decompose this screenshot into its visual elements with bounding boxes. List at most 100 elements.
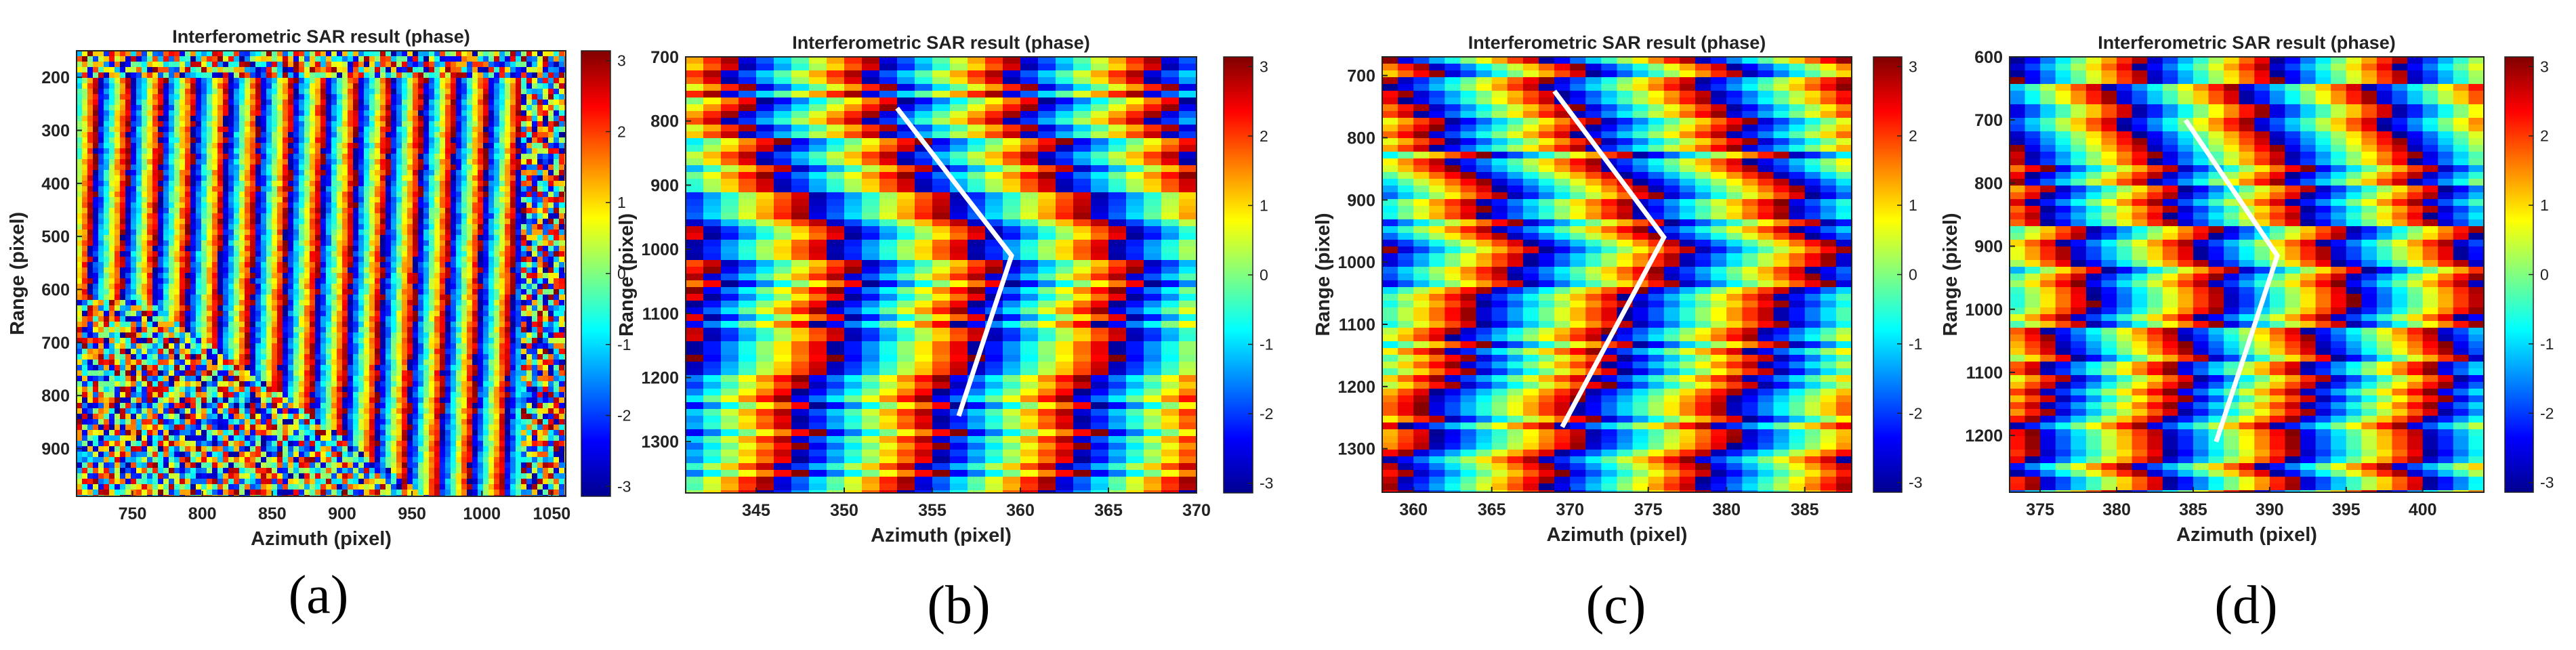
phase-cell	[212, 62, 218, 68]
phase-cell	[510, 257, 516, 263]
phase-cell	[98, 67, 104, 73]
phase-cell	[288, 137, 294, 144]
phase-cell	[499, 62, 505, 68]
phase-cell	[223, 165, 229, 171]
phase-cell	[185, 343, 191, 349]
phase-cell	[499, 116, 505, 122]
phase-cell	[234, 235, 240, 241]
phase-cell	[207, 240, 213, 246]
phase-cell	[353, 235, 359, 241]
phase-cell	[239, 170, 245, 176]
phase-cell	[348, 202, 354, 209]
phase-cell	[185, 202, 191, 209]
phase-cell	[532, 56, 538, 62]
phase-cell	[115, 267, 121, 274]
phase-cell	[445, 262, 451, 268]
phase-cell	[407, 240, 413, 246]
phase-cell	[320, 257, 327, 263]
phase-cell	[516, 219, 522, 225]
phase-cell	[250, 148, 256, 154]
phase-cell	[364, 343, 370, 349]
phase-cell	[239, 273, 245, 279]
phase-cell	[82, 89, 88, 95]
phase-cell	[418, 273, 424, 279]
phase-cell	[516, 267, 522, 274]
phase-cell	[375, 143, 381, 149]
phase-cell	[423, 132, 430, 138]
phase-cell	[543, 127, 549, 133]
phase-cell	[445, 311, 451, 317]
phase-cell	[532, 197, 538, 203]
phase-cell	[250, 295, 256, 301]
phase-cell	[483, 295, 489, 301]
phase-cell	[537, 154, 543, 160]
phase-cell	[554, 89, 560, 95]
phase-cell	[185, 137, 191, 144]
phase-cell	[369, 165, 375, 171]
phase-cell	[456, 224, 462, 230]
phase-cell	[169, 62, 175, 68]
phase-cell	[559, 192, 565, 198]
phase-cell	[212, 316, 218, 322]
phase-cell	[315, 311, 321, 317]
phase-cell	[77, 67, 83, 73]
phase-cell	[342, 224, 348, 230]
phase-cell	[245, 311, 251, 317]
phase-cell	[196, 137, 202, 144]
phase-cell	[201, 311, 207, 317]
phase-cell	[158, 240, 164, 246]
phase-cell	[537, 327, 543, 333]
phase-cell	[375, 202, 381, 209]
phase-cell	[255, 137, 262, 144]
phase-cell	[310, 267, 316, 274]
phase-cell	[77, 278, 83, 284]
phase-cell	[380, 94, 386, 100]
phase-cell	[272, 267, 278, 274]
phase-cell	[169, 305, 175, 311]
phase-cell	[239, 148, 245, 154]
phase-cell	[196, 322, 202, 328]
phase-cell	[104, 170, 110, 176]
phase-cell	[342, 251, 348, 257]
phase-cell	[505, 110, 511, 116]
phase-cell	[380, 132, 386, 138]
phase-cell	[396, 251, 402, 257]
phase-cell	[413, 72, 419, 79]
phase-cell	[125, 202, 131, 209]
phase-cell	[104, 89, 110, 95]
phase-cell	[185, 230, 191, 236]
phase-cell	[169, 105, 175, 111]
phase-cell	[554, 278, 560, 284]
phase-cell	[104, 159, 110, 165]
phase-cell	[217, 110, 224, 116]
phase-cell	[136, 148, 142, 154]
phase-cell	[196, 251, 202, 257]
phase-cell	[158, 181, 164, 187]
phase-cell	[526, 67, 533, 73]
phase-cell	[120, 338, 126, 344]
phase-cell	[109, 78, 115, 84]
phase-cell	[109, 175, 115, 181]
phase-cell	[532, 94, 538, 100]
phase-cell	[120, 89, 126, 95]
phase-cell	[391, 51, 397, 57]
phase-cell	[239, 257, 245, 263]
phase-cell	[342, 273, 348, 279]
phase-cell	[489, 94, 495, 100]
phase-cell	[472, 251, 478, 257]
phase-cell	[125, 116, 131, 122]
phase-cell	[537, 89, 543, 95]
phase-cell	[93, 186, 99, 192]
phase-cell	[245, 192, 251, 198]
phase-cell	[196, 51, 202, 57]
phase-cell	[136, 170, 142, 176]
phase-cell	[505, 327, 511, 333]
phase-cell	[418, 246, 424, 252]
phase-cell	[320, 224, 327, 230]
phase-cell	[234, 284, 240, 290]
phase-cell	[293, 224, 299, 230]
phase-cell	[169, 94, 175, 100]
phase-cell	[526, 186, 533, 192]
phase-cell	[315, 295, 321, 301]
phase-cell	[310, 51, 316, 57]
